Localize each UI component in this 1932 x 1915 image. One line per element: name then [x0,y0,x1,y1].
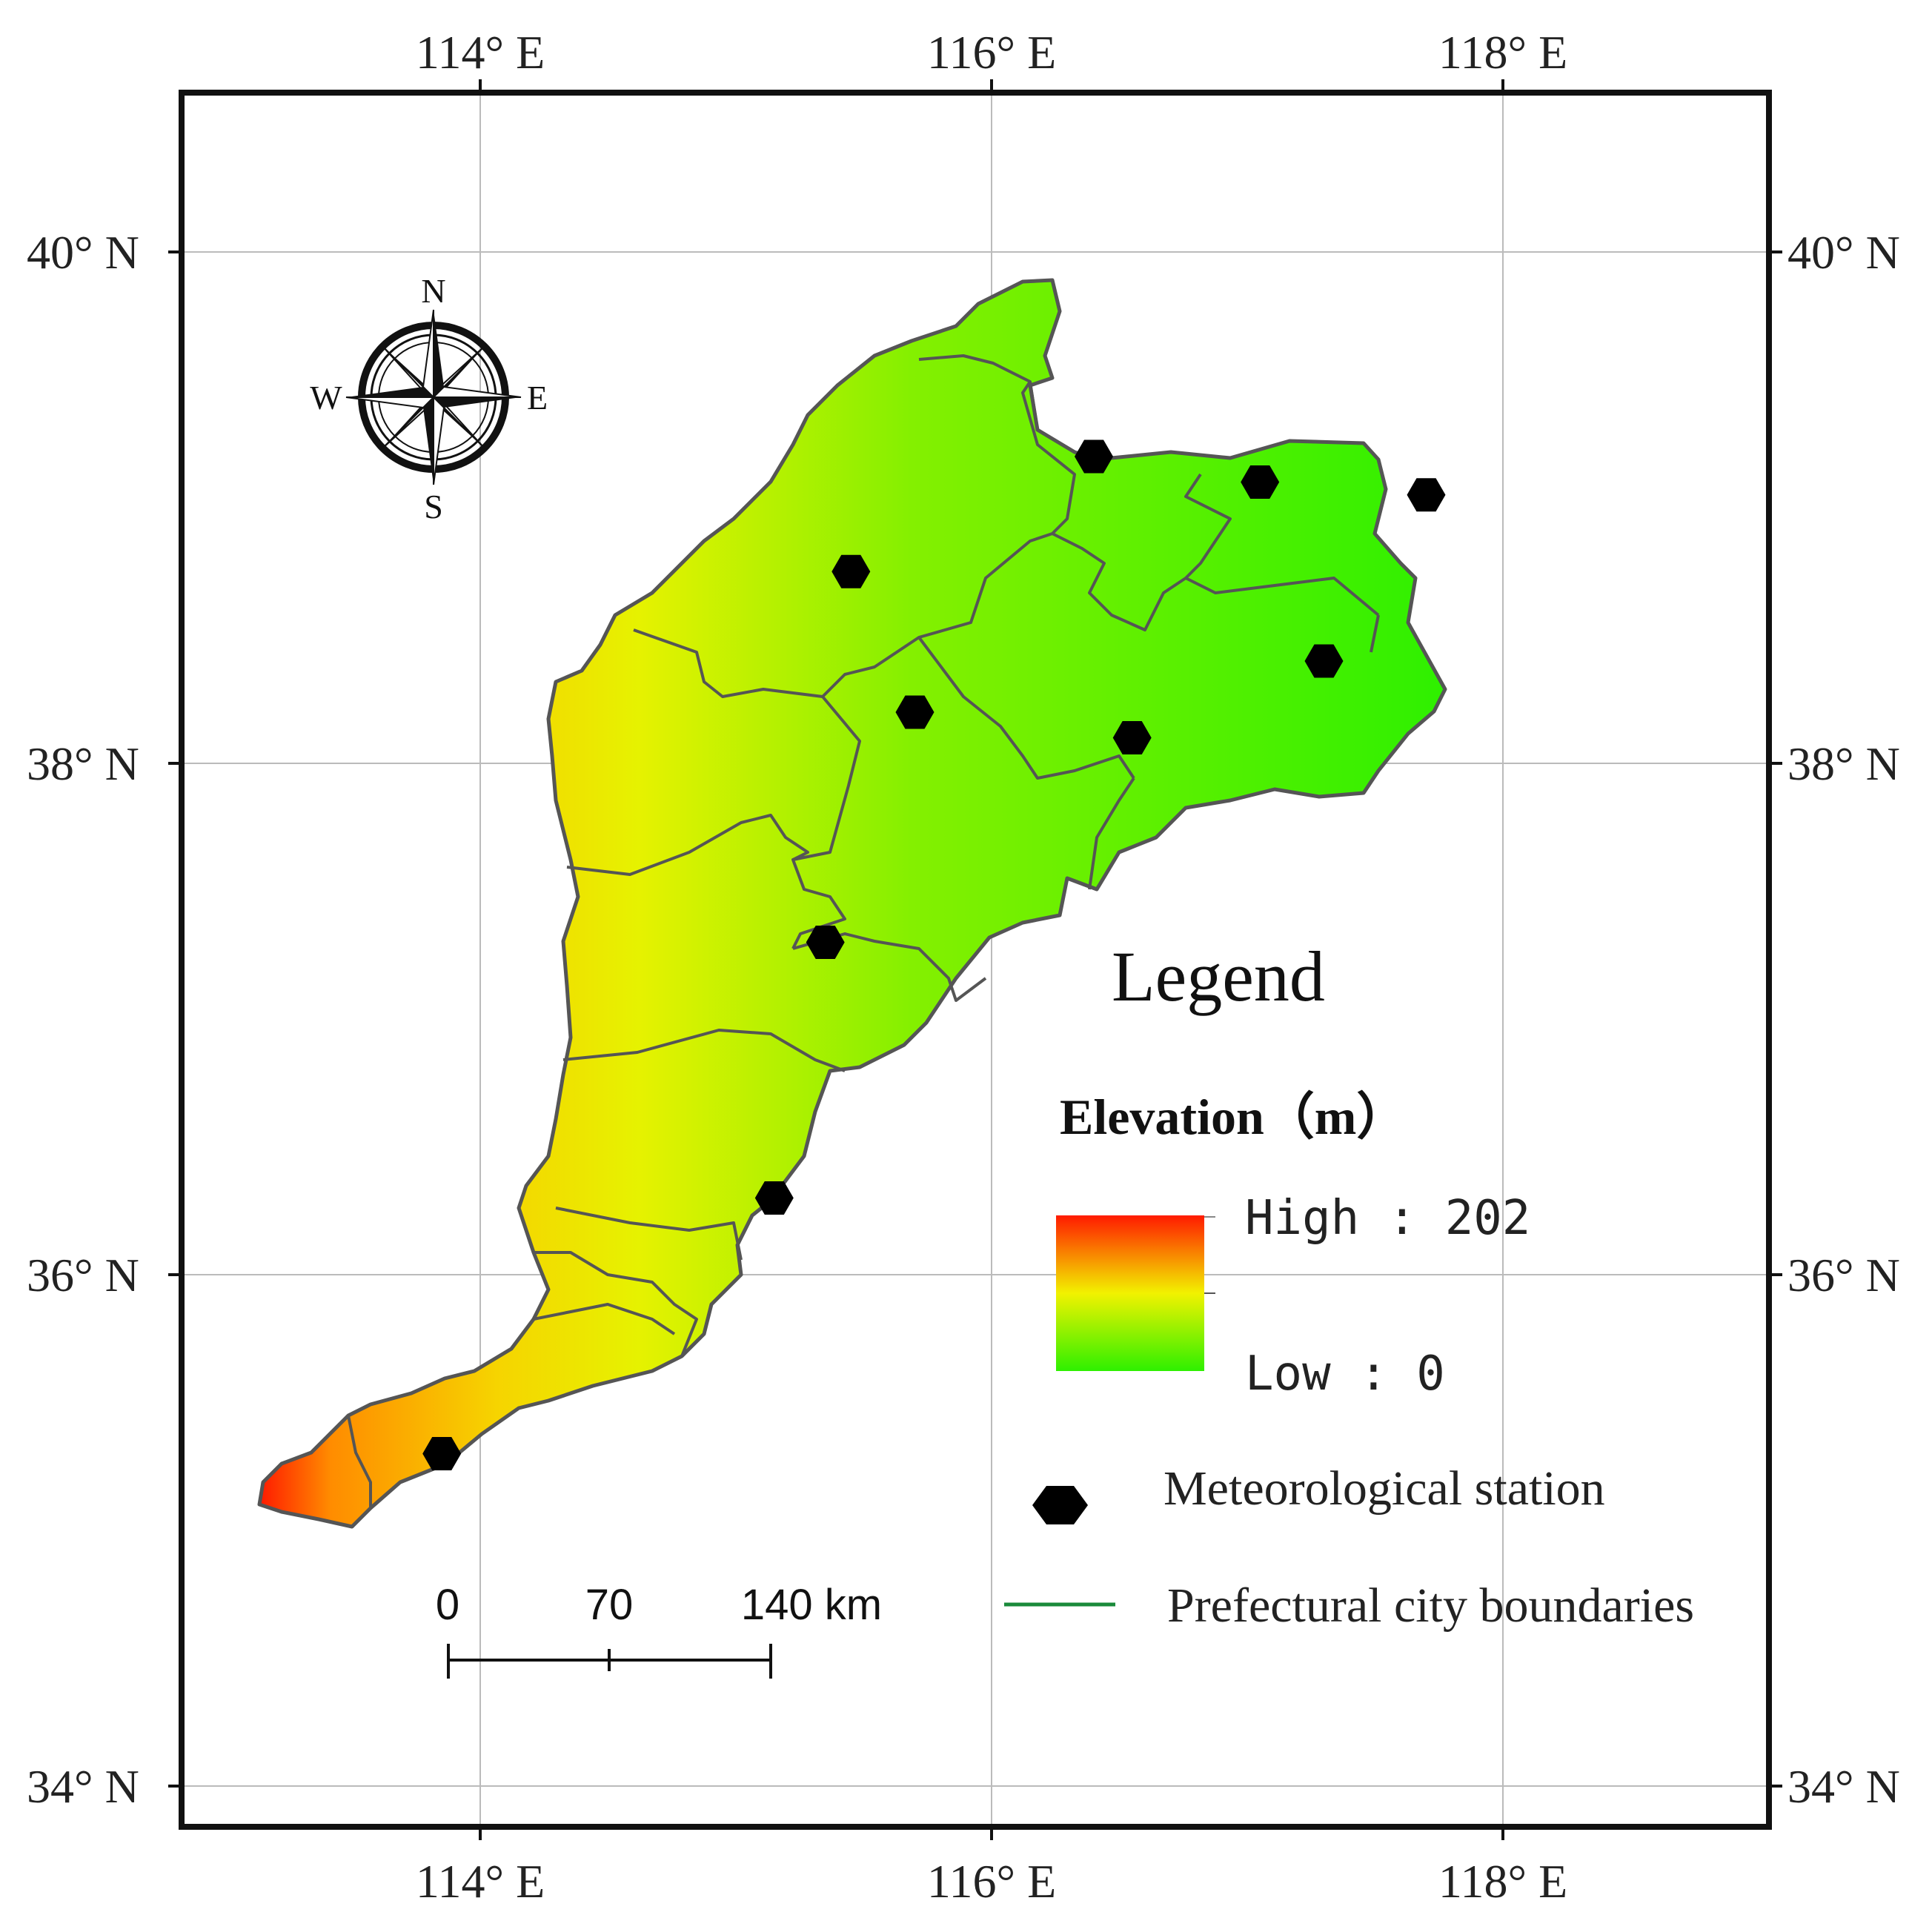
legend-title: Legend [1112,937,1325,1016]
map-frame [179,90,1772,1830]
station-marker [1304,644,1344,678]
lon-label-top: 118° E [1438,26,1567,79]
lon-label-top: 114° E [416,26,545,79]
station-marker [422,1437,462,1470]
lon-label-top: 116° E [927,26,1056,79]
meteorological-stations [422,439,1446,1470]
station-legend-label: Meteorological station [1163,1461,1605,1516]
compass-east-label: E [527,379,548,416]
coordinate-labels: 114° E 114° E 116° E 116° E 118° E 118° E 40° … [27,26,1900,1908]
scale-label-140: 140 km [741,1581,882,1629]
study-area-region [257,278,1447,1529]
scale-label-0: 0 [436,1581,459,1629]
compass-north-label: N [421,272,445,310]
lat-label-left: 40° N [27,226,139,279]
lon-label-bottom: 114° E [416,1855,545,1908]
station-marker [895,695,935,729]
elevation-low-label: Low : 0 [1245,1347,1445,1401]
station-marker [1241,465,1280,499]
station-legend-icon [1032,1486,1088,1524]
station-marker [806,926,845,959]
lon-label-bottom: 116° E [927,1855,1056,1908]
station-marker [1407,478,1446,512]
station-marker [1075,439,1113,474]
north-arrow-icon: N S E W [310,272,548,525]
lat-label-right: 40° N [1787,226,1900,279]
elevation-title: Elevation（m） [1060,1089,1407,1145]
elevation-high-label: High : 202 [1245,1191,1530,1246]
station-marker [831,554,871,588]
lat-label-right: 38° N [1787,737,1900,790]
legend: Legend Elevation（m） High : 202 Low : 0 M… [1004,937,1694,1633]
scale-label-70: 70 [585,1581,634,1629]
lat-label-left: 38° N [27,737,139,790]
station-marker [1112,721,1152,754]
elevation-color-ramp [1056,1215,1204,1371]
lat-label-right: 34° N [1787,1760,1900,1813]
lat-label-left: 36° N [27,1249,139,1301]
compass-south-label: S [424,488,443,525]
lat-label-right: 36° N [1787,1249,1900,1301]
compass-west-label: W [310,379,342,416]
station-marker [754,1181,794,1215]
lon-label-bottom: 118° E [1438,1855,1567,1908]
lat-label-left: 34° N [27,1760,139,1813]
scale-bar: 0 70 140 km [436,1581,882,1679]
boundary-legend-label: Prefectural city boundaries [1167,1579,1694,1633]
